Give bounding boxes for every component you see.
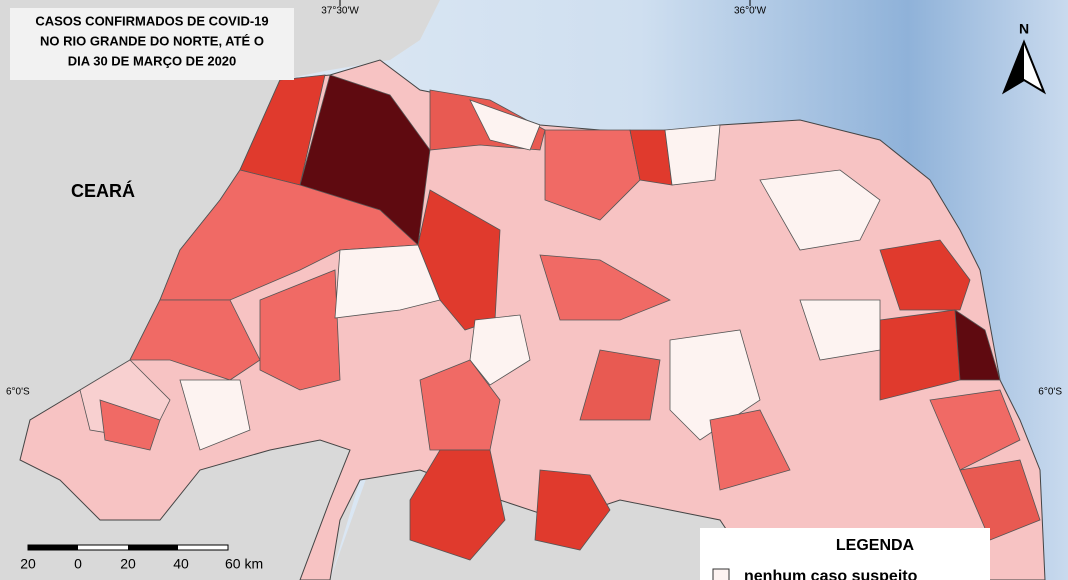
scale-label: 20 bbox=[120, 556, 136, 572]
title-box bbox=[10, 8, 294, 80]
municipality bbox=[579, 349, 661, 421]
municipality bbox=[409, 449, 506, 561]
municipality bbox=[534, 469, 611, 551]
neighbor-label: CEARÁ bbox=[71, 180, 135, 201]
scale-label: 20 bbox=[20, 556, 36, 572]
municipality bbox=[664, 124, 721, 186]
municipality bbox=[954, 309, 1001, 381]
scale-segment bbox=[28, 545, 78, 550]
municipality bbox=[179, 379, 251, 451]
municipality bbox=[799, 299, 881, 361]
scale-label: 0 bbox=[74, 556, 82, 572]
municipality bbox=[929, 389, 1021, 471]
municipality bbox=[709, 409, 791, 491]
municipality bbox=[469, 99, 541, 151]
municipality bbox=[544, 129, 641, 221]
graticule-label: 6°0'S bbox=[6, 387, 30, 398]
graticule-label: 36°0'W bbox=[734, 6, 767, 17]
north-label: N bbox=[1019, 21, 1029, 37]
title-line: CASOS CONFIRMADOS DE COVID-19 bbox=[35, 13, 268, 28]
north-arrow-half bbox=[1004, 42, 1024, 92]
scale-label: 40 bbox=[173, 556, 189, 572]
legend-title: LEGENDA bbox=[836, 537, 915, 554]
municipality bbox=[419, 359, 501, 451]
municipalities bbox=[79, 74, 1041, 561]
legend-item: nenhum caso suspeito bbox=[744, 568, 918, 580]
municipality bbox=[334, 244, 441, 319]
scale-segment bbox=[128, 545, 178, 550]
graticule-label: 37°30'W bbox=[321, 6, 359, 17]
legend-swatch bbox=[712, 568, 730, 580]
graticule-label: 6°0'S bbox=[1038, 387, 1062, 398]
title-line: DIA 30 DE MARÇO DE 2020 bbox=[68, 53, 237, 68]
municipality bbox=[159, 169, 419, 301]
scale-bar bbox=[27, 544, 229, 551]
municipality bbox=[99, 399, 161, 451]
legend-box bbox=[700, 528, 990, 580]
municipality bbox=[959, 459, 1041, 541]
municipality bbox=[469, 314, 531, 386]
municipality bbox=[759, 169, 881, 251]
municipality bbox=[879, 239, 971, 311]
title-line: NO RIO GRANDE DO NORTE, ATÉ O bbox=[40, 33, 264, 48]
scale-label: 60 km bbox=[225, 556, 263, 572]
municipality bbox=[539, 254, 671, 321]
municipality bbox=[259, 269, 341, 391]
